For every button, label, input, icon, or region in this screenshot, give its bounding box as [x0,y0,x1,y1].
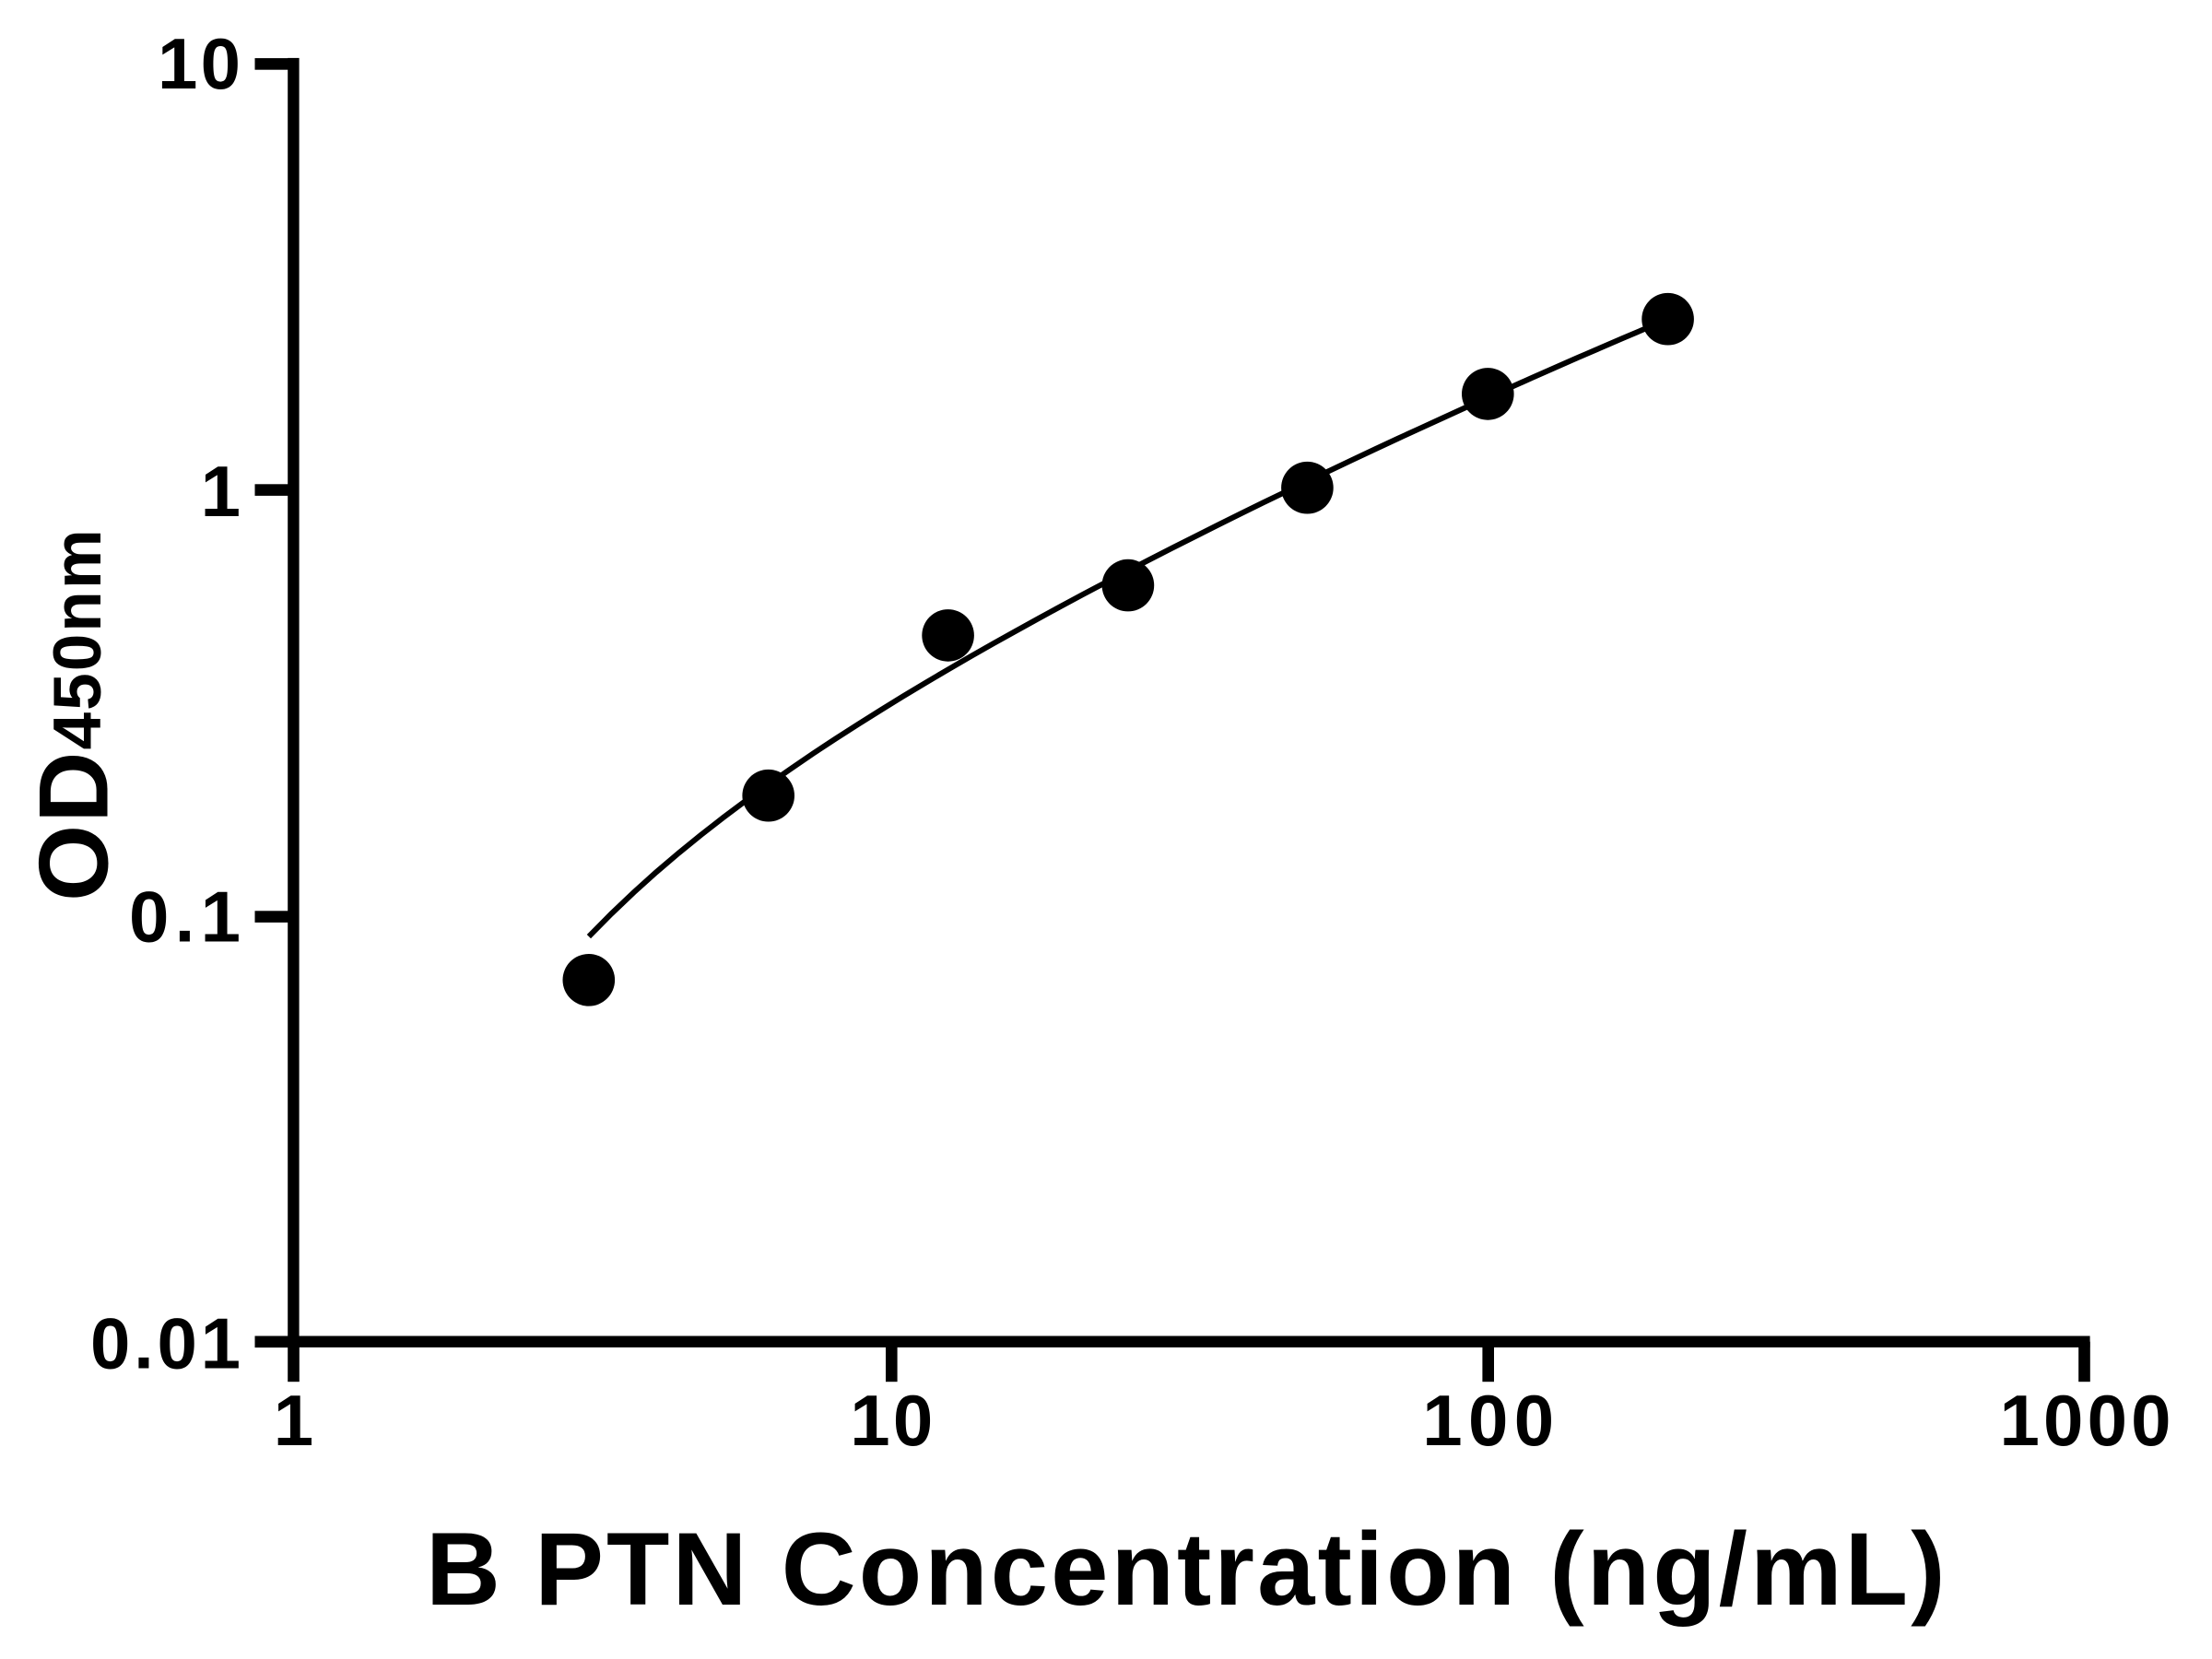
svg-text:B PTN Concentration (ng/mL): B PTN Concentration (ng/mL) [426,1512,1948,1627]
svg-text:OD450nm: OD450nm [18,527,129,901]
svg-text:1: 1 [201,451,241,532]
svg-text:0.1: 0.1 [129,876,241,957]
svg-text:1: 1 [274,1380,313,1461]
svg-text:0.01: 0.01 [90,1302,241,1383]
svg-text:100: 100 [1422,1380,1554,1461]
